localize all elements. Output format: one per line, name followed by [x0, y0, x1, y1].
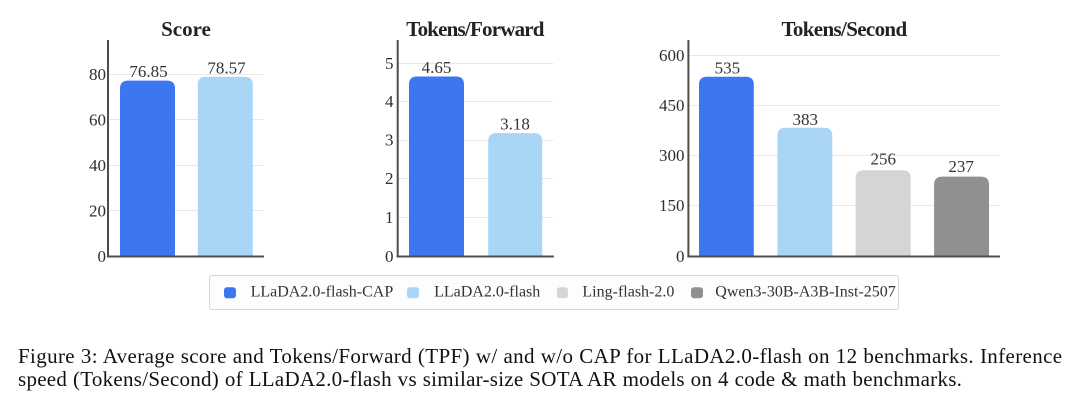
svg-text:0: 0	[676, 247, 685, 266]
svg-text:150: 150	[659, 196, 685, 215]
svg-text:4: 4	[385, 92, 394, 111]
svg-text:Score: Score	[161, 17, 211, 41]
svg-text:383: 383	[793, 110, 819, 129]
svg-text:20: 20	[89, 201, 106, 220]
svg-text:256: 256	[870, 149, 896, 168]
svg-text:5: 5	[385, 54, 394, 73]
svg-text:Tokens/Second: Tokens/Second	[782, 17, 908, 41]
svg-text:60: 60	[89, 111, 106, 130]
svg-text:1: 1	[385, 208, 394, 227]
svg-text:0: 0	[98, 247, 107, 266]
svg-text:2: 2	[385, 169, 394, 188]
svg-text:300: 300	[659, 146, 685, 165]
svg-text:0: 0	[385, 247, 394, 266]
svg-text:40: 40	[89, 156, 106, 175]
svg-text:78.57: 78.57	[207, 59, 246, 78]
svg-text:600: 600	[659, 46, 685, 65]
svg-text:Tokens/Forward: Tokens/Forward	[406, 17, 545, 41]
svg-text:4.65: 4.65	[422, 58, 452, 77]
svg-text:3.18: 3.18	[500, 115, 530, 134]
svg-text:76.85: 76.85	[129, 62, 167, 81]
svg-text:80: 80	[89, 65, 106, 84]
svg-text:3: 3	[385, 131, 394, 150]
svg-text:237: 237	[948, 157, 974, 176]
svg-text:535: 535	[715, 59, 741, 78]
svg-text:450: 450	[659, 96, 685, 115]
